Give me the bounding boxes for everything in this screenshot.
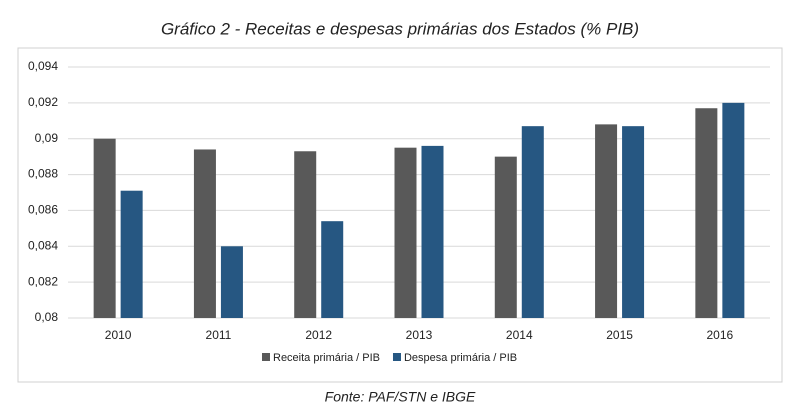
x-tick-label: 2010 [105, 328, 132, 342]
x-tick-label: 2014 [506, 328, 533, 342]
y-tick-label: 0,08 [35, 310, 59, 324]
source: Fonte: PAF/STN e IBGE [325, 389, 476, 405]
bar [421, 145, 444, 318]
chart-title: Gráfico 2 - Receitas e despesas primária… [161, 19, 639, 38]
y-tick-label: 0,09 [35, 131, 59, 145]
bar [521, 126, 544, 319]
x-tick-label: 2013 [406, 328, 433, 342]
bar [120, 190, 143, 318]
bar [394, 147, 417, 318]
x-tick-label: 2015 [606, 328, 633, 342]
y-tick-label: 0,082 [28, 274, 58, 288]
bar [220, 246, 243, 318]
x-tick-label: 2011 [206, 328, 232, 342]
chart-frame [17, 47, 783, 383]
legend-label: Receita primária / PIB [273, 352, 380, 364]
x-tick-label: 2016 [707, 328, 734, 342]
bar [294, 151, 317, 318]
bar [695, 108, 718, 318]
x-tick-label: 2012 [305, 328, 332, 342]
legend-swatch [262, 353, 270, 361]
bar [722, 102, 745, 318]
bar [321, 221, 344, 318]
bar [193, 149, 216, 318]
y-tick-label: 0,094 [28, 59, 58, 73]
bar [494, 156, 517, 318]
bar [595, 124, 618, 318]
bar [93, 138, 116, 318]
y-tick-label: 0,092 [28, 95, 58, 109]
y-tick-label: 0,084 [28, 238, 58, 252]
bar [622, 126, 645, 319]
y-tick-label: 0,086 [28, 203, 58, 217]
legend-label: Despesa primária / PIB [404, 352, 517, 364]
y-tick-label: 0,088 [28, 167, 58, 181]
legend-swatch [392, 353, 401, 361]
